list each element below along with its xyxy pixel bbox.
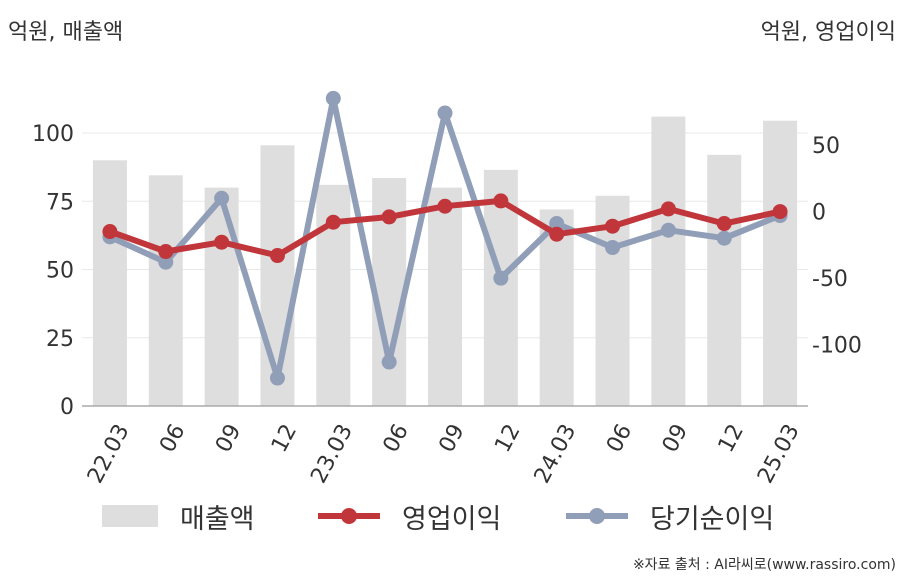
net-income-point [381,354,397,370]
operating-profit-point [381,209,397,225]
operating-profit-point [716,216,732,232]
operating-profit-point [660,201,676,217]
net-income-point [493,270,509,286]
line-series [102,90,788,386]
operating-profit-point [549,226,565,242]
legend-line-swatch-operating [318,505,380,527]
x-tick-label: 23.03 [306,420,358,487]
legend-item-operating: 영업이익 [318,494,501,538]
operating-profit-point [158,244,174,260]
operating-profit-point [102,224,118,240]
operating-profit-point [269,248,285,264]
x-tick-label: 09 [435,420,470,456]
legend-label-operating: 영업이익 [402,503,502,535]
operating-profit-point [214,234,230,250]
operating-profit-point [437,198,453,214]
left-tick-label: 100 [32,122,74,147]
x-tick-label: 24.03 [530,420,582,487]
legend: 매출액 영업이익 당기순이익 [0,494,908,538]
x-tick-label: 12 [714,420,749,456]
bar [763,120,798,406]
legend-item-net: 당기순이익 [566,494,774,538]
operating-profit-point [605,218,621,234]
net-income-point [549,216,565,232]
net-income-point [437,105,453,121]
x-tick-label: 12 [490,420,525,456]
right-tick-label: 50 [812,134,840,159]
left-tick-label: 50 [46,259,74,284]
legend-line-swatch-net [566,505,628,527]
net-income-point [325,90,341,106]
net-income-point [660,222,676,238]
net-income-point [269,370,285,386]
bar [651,116,686,407]
operating-profit-point [325,214,341,230]
right-tick-label: -100 [812,334,862,359]
net-income-point [158,254,174,270]
net-income-point [214,190,230,206]
bar [428,187,462,406]
bar [707,154,742,406]
net-income-point [605,240,621,256]
x-tick-label: 22.03 [83,420,135,487]
operating-profit-point [772,204,788,220]
source-credit: ※자료 출처 : AI라씨로(www.rassiro.com) [632,557,896,573]
bar [148,175,183,406]
x-tick-label: 06 [602,420,637,456]
bar [260,145,295,406]
right-tick-label: -50 [812,267,848,292]
left-tick-label: 75 [46,190,74,215]
legend-label-revenue: 매출액 [180,503,255,535]
legend-bar-swatch [102,505,158,527]
x-tick-label: 09 [658,420,693,456]
bar [204,187,239,406]
x-tick-label: 06 [379,420,414,456]
legend-item-revenue: 매출액 [102,494,255,538]
x-tick-label: 25.03 [753,420,805,487]
left-tick-label: 0 [60,395,74,420]
right-axis-unit-label: 억원, 영업이익 [760,20,896,45]
left-tick-label: 25 [46,327,74,352]
bar [539,209,574,406]
left-axis-unit-label: 억원, 매출액 [8,20,124,45]
bar-series-revenue [92,116,798,407]
x-tick-label: 12 [267,420,302,456]
x-tick-label: 09 [211,420,246,456]
x-tick-label: 06 [155,420,190,456]
operating-profit-point [493,193,509,209]
net-income-point [716,230,732,246]
legend-label-net: 당기순이익 [650,503,775,535]
right-tick-label: 0 [812,201,826,226]
bar [92,160,127,406]
